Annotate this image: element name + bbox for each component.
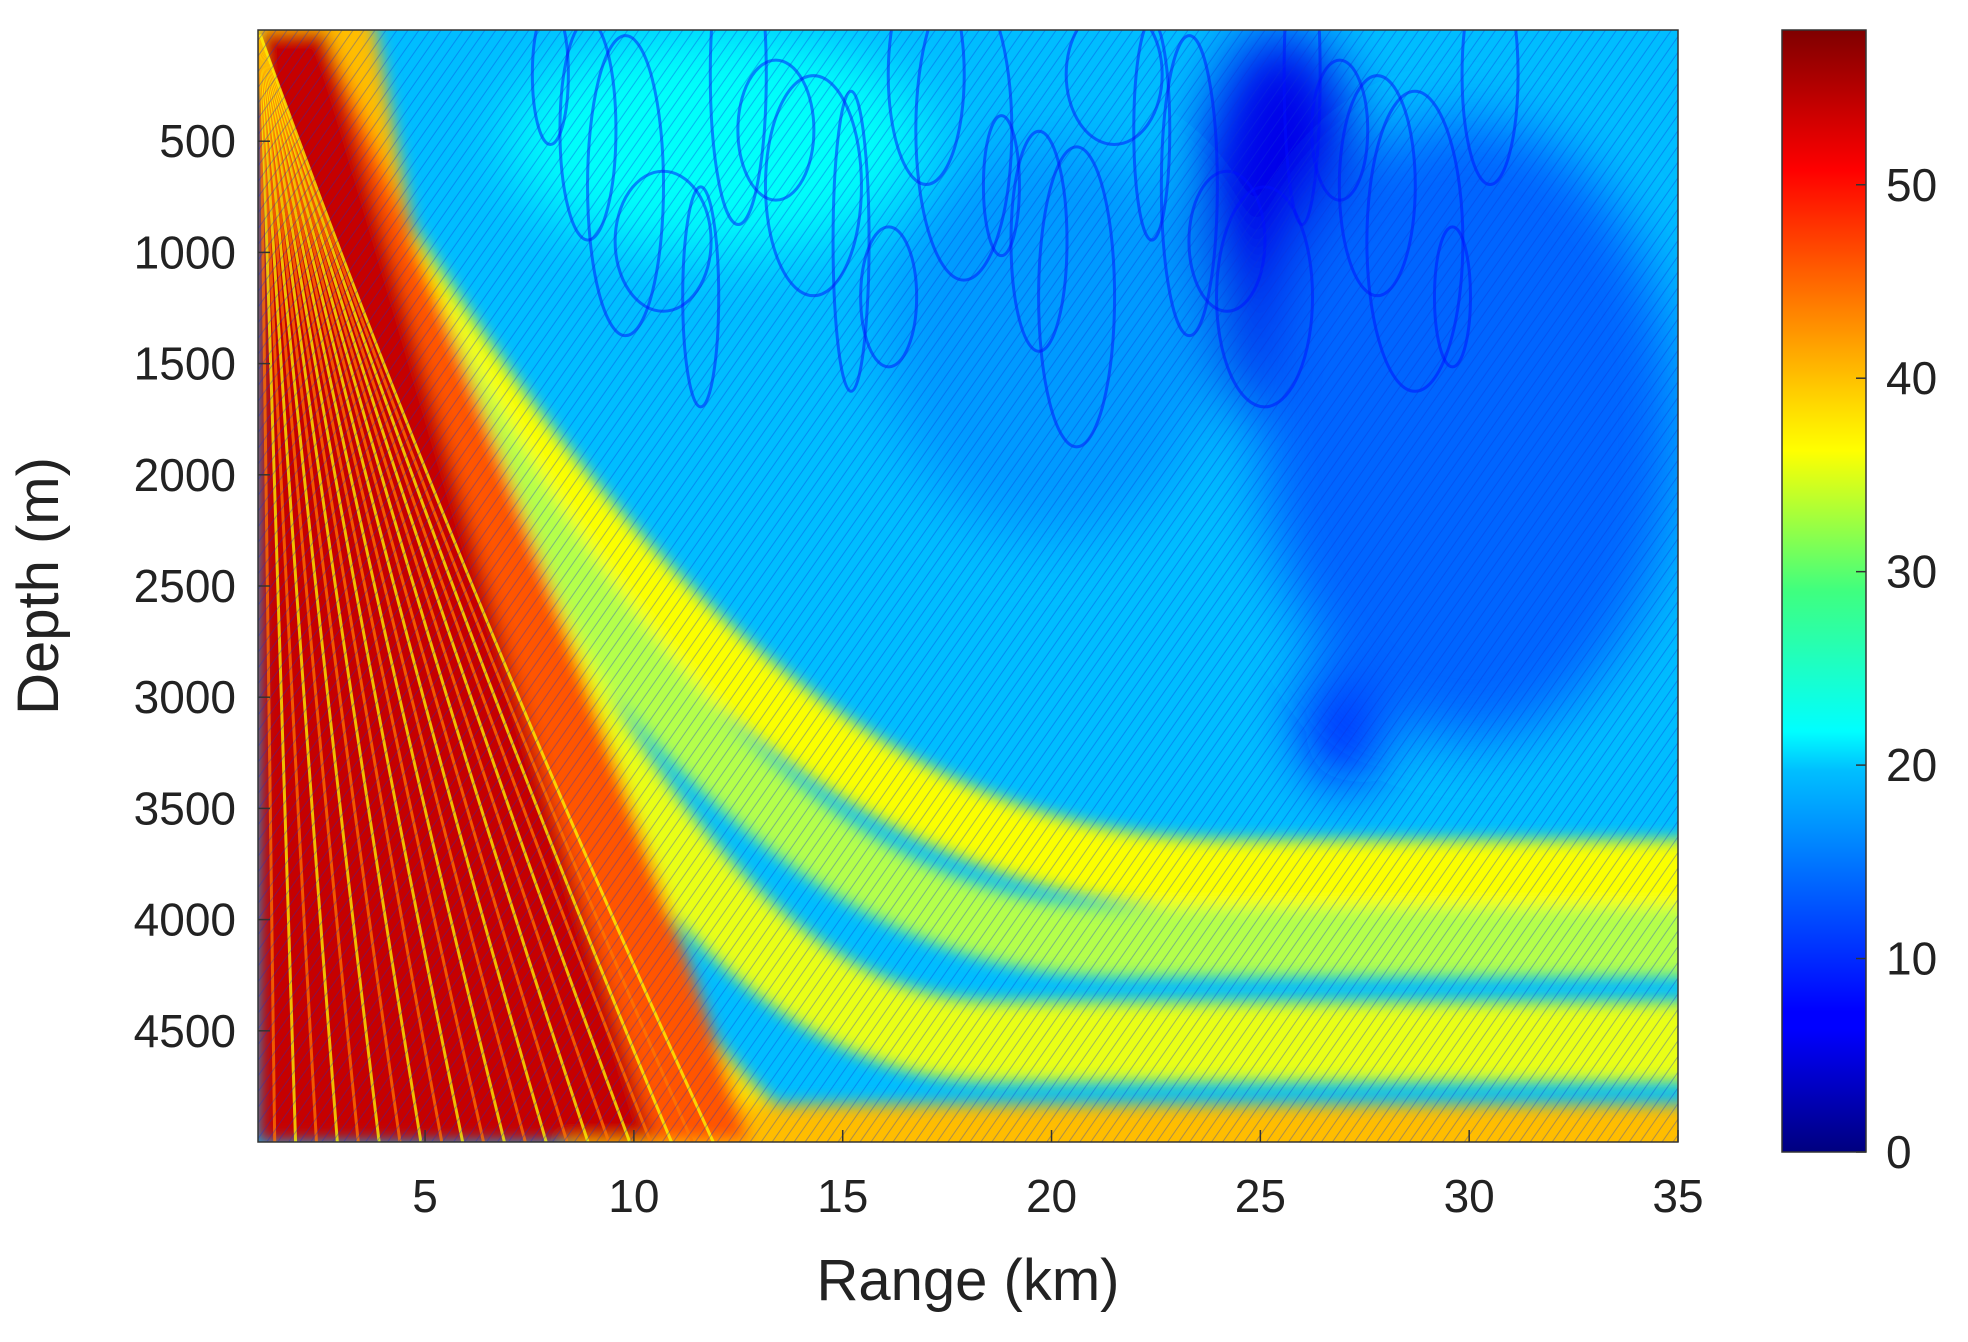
x-tick-label: 10 <box>608 1170 659 1222</box>
x-tick-label: 5 <box>412 1170 438 1222</box>
x-tick-label: 25 <box>1235 1170 1286 1222</box>
colorbar-tick-label: 50 <box>1886 159 1937 211</box>
colorbar-ticks: 0 10 20 30 40 50 <box>1856 159 1937 1178</box>
x-axis-label: Range (km) <box>817 1248 1120 1313</box>
colorbar: 0 10 20 30 40 50 <box>1781 29 1937 1178</box>
colorbar-tick-label: 10 <box>1886 933 1937 985</box>
y-tick-label: 1500 <box>134 338 236 390</box>
y-tick-label: 4500 <box>134 1005 236 1057</box>
x-tick-label: 35 <box>1652 1170 1703 1222</box>
y-tick-label: 500 <box>159 115 236 167</box>
x-tick-label: 15 <box>817 1170 868 1222</box>
x-tick-label: 20 <box>1026 1170 1077 1222</box>
x-tick-label: 30 <box>1444 1170 1495 1222</box>
plot-area <box>258 30 1678 1142</box>
y-tick-label: 4000 <box>134 894 236 946</box>
y-tick-label: 3000 <box>134 671 236 723</box>
x-axis: 5 10 15 20 25 30 35 <box>412 1130 1704 1222</box>
y-axis: 500 1000 1500 2000 2500 3000 3500 4000 4500 <box>134 115 270 1057</box>
y-tick-label: 2000 <box>134 449 236 501</box>
colorbar-tick-label: 40 <box>1886 352 1937 404</box>
y-tick-label: 2500 <box>134 560 236 612</box>
heatmap-texture <box>258 30 1678 1142</box>
y-tick-label: 1000 <box>134 226 236 278</box>
colorbar-tick-label: 20 <box>1886 739 1937 791</box>
y-tick-label: 3500 <box>134 782 236 834</box>
colorbar-tick-label: 0 <box>1886 1126 1912 1178</box>
colorbar-tick-label: 30 <box>1886 546 1937 598</box>
colorbar-gradient <box>1781 29 1867 1153</box>
y-axis-label: Depth (m) <box>6 457 71 715</box>
